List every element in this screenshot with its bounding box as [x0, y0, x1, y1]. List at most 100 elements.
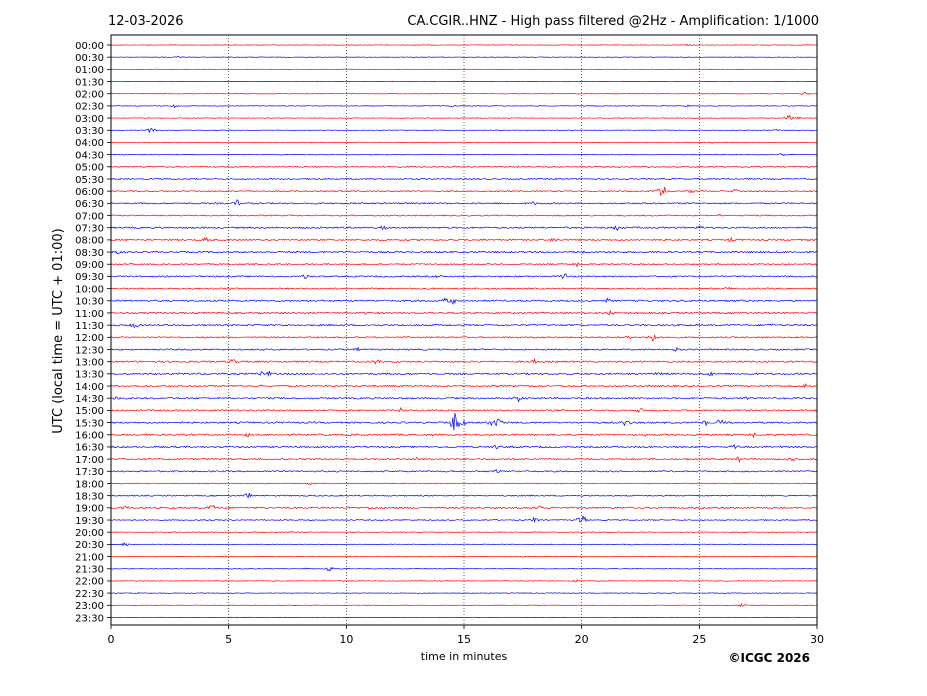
chart-title: CA.CGIR..HNZ - High pass filtered @2Hz -…: [407, 14, 819, 29]
trace-line: [110, 104, 818, 109]
trace-line: [110, 153, 818, 157]
y-tick-label: 15:00: [75, 406, 104, 417]
trace-line: [110, 515, 818, 523]
trace-line: [110, 370, 818, 377]
trace-line: [110, 213, 818, 217]
y-tick-label: 22:00: [75, 577, 104, 588]
trace-line: [110, 443, 818, 450]
trace-line: [110, 504, 818, 510]
trace-line: [110, 262, 818, 268]
y-tick-label: 18:30: [75, 491, 104, 502]
trace-line: [110, 396, 818, 403]
trace-line: [110, 482, 818, 486]
trace-line: [110, 177, 818, 181]
y-tick-label: 17:30: [75, 467, 104, 478]
y-tick-label: 14:30: [75, 394, 104, 405]
trace-line: [110, 579, 818, 583]
trace-line: [110, 165, 818, 169]
x-tick-label: 10: [339, 633, 353, 646]
y-tick-label: 16:30: [75, 443, 104, 454]
y-tick-label: 14:00: [75, 382, 104, 393]
trace-line: [110, 273, 818, 280]
y-tick-label: 19:30: [75, 516, 104, 527]
trace-line: [110, 141, 818, 144]
trace-line: [110, 406, 818, 414]
x-tick-label: 5: [225, 633, 232, 646]
trace-line: [110, 531, 818, 533]
trace-line: [110, 357, 818, 365]
y-tick-label: 17:00: [75, 455, 104, 466]
y-tick-label: 06:00: [75, 187, 104, 198]
trace-line: [110, 43, 818, 47]
y-tick-label: 02:00: [75, 90, 104, 101]
y-tick-label: 20:30: [75, 540, 104, 551]
y-tick-label: 22:30: [75, 589, 104, 600]
y-tick-label: 08:30: [75, 248, 104, 259]
trace-line: [110, 334, 818, 342]
vertical-gridlines: [228, 35, 700, 625]
y-tick-label: 15:30: [75, 418, 104, 429]
y-tick-label: 13:30: [75, 370, 104, 381]
y-tick-label: 20:00: [75, 528, 104, 539]
trace-line: [110, 555, 818, 558]
y-axis-label: UTC (local time = UTC + 01:00): [51, 228, 66, 433]
trace-line: [110, 225, 818, 232]
y-tick-label: 04:30: [75, 150, 104, 161]
trace-line: [110, 566, 818, 572]
chart-date: 12-03-2026: [108, 14, 184, 29]
y-tick-label: 04:00: [75, 138, 104, 149]
trace-line: [110, 346, 818, 352]
y-tick-label: 06:30: [75, 199, 104, 210]
x-tick-label: 0: [108, 633, 115, 646]
y-tick-label: 07:30: [75, 224, 104, 235]
trace-line: [110, 91, 818, 95]
x-tick-labels: 0 5 10 15 20 25 30: [108, 625, 824, 646]
copyright-text: ©ICGC 2026: [728, 651, 810, 665]
x-tick-label: 30: [810, 633, 824, 646]
y-tick-label: 08:00: [75, 236, 104, 247]
y-tick-label: 02:30: [75, 102, 104, 113]
trace-line: [110, 127, 818, 134]
trace-line: [110, 592, 818, 594]
trace-line: [110, 286, 817, 291]
y-tick-label: 09:30: [75, 272, 104, 283]
y-tick-label: 19:00: [75, 504, 104, 515]
trace-line: [110, 432, 818, 439]
x-axis-label: time in minutes: [421, 650, 508, 663]
trace-line: [110, 55, 818, 59]
trace-line: [110, 468, 818, 474]
y-tick-label: 07:00: [75, 211, 104, 222]
y-tick-label: 01:00: [75, 65, 104, 76]
trace-line: [110, 114, 818, 120]
y-tick-label: 03:30: [75, 126, 104, 137]
trace-line: [110, 541, 818, 547]
trace-line: [110, 250, 818, 255]
trace-line: [110, 309, 818, 316]
y-tick-label: 05:00: [75, 163, 104, 174]
y-tick-label: 05:30: [75, 175, 104, 186]
y-tick-label: 13:00: [75, 357, 104, 368]
y-tick-label: 10:00: [75, 284, 104, 295]
y-tick-label: 21:00: [75, 552, 104, 563]
trace-line: [110, 602, 818, 608]
trace-line: [110, 493, 818, 499]
y-tick-label: 12:30: [75, 345, 104, 356]
plot-frame: [110, 34, 818, 626]
trace-line: [110, 297, 818, 306]
y-tick-label: 03:00: [75, 114, 104, 125]
seismic-traces: [110, 43, 818, 619]
y-tick-label: 09:00: [75, 260, 104, 271]
y-tick-label: 18:00: [75, 479, 104, 490]
y-tick-label: 11:30: [75, 321, 104, 332]
y-tick-label: 10:30: [75, 297, 104, 308]
y-tick-label: 23:00: [75, 601, 104, 612]
y-tick-label: 11:00: [75, 309, 104, 320]
x-tick-label: 15: [457, 633, 471, 646]
trace-line: [110, 236, 818, 243]
x-tick-label: 20: [575, 633, 589, 646]
trace-line: [110, 456, 818, 464]
y-tick-label: 23:30: [75, 613, 104, 624]
trace-line: [110, 186, 818, 197]
